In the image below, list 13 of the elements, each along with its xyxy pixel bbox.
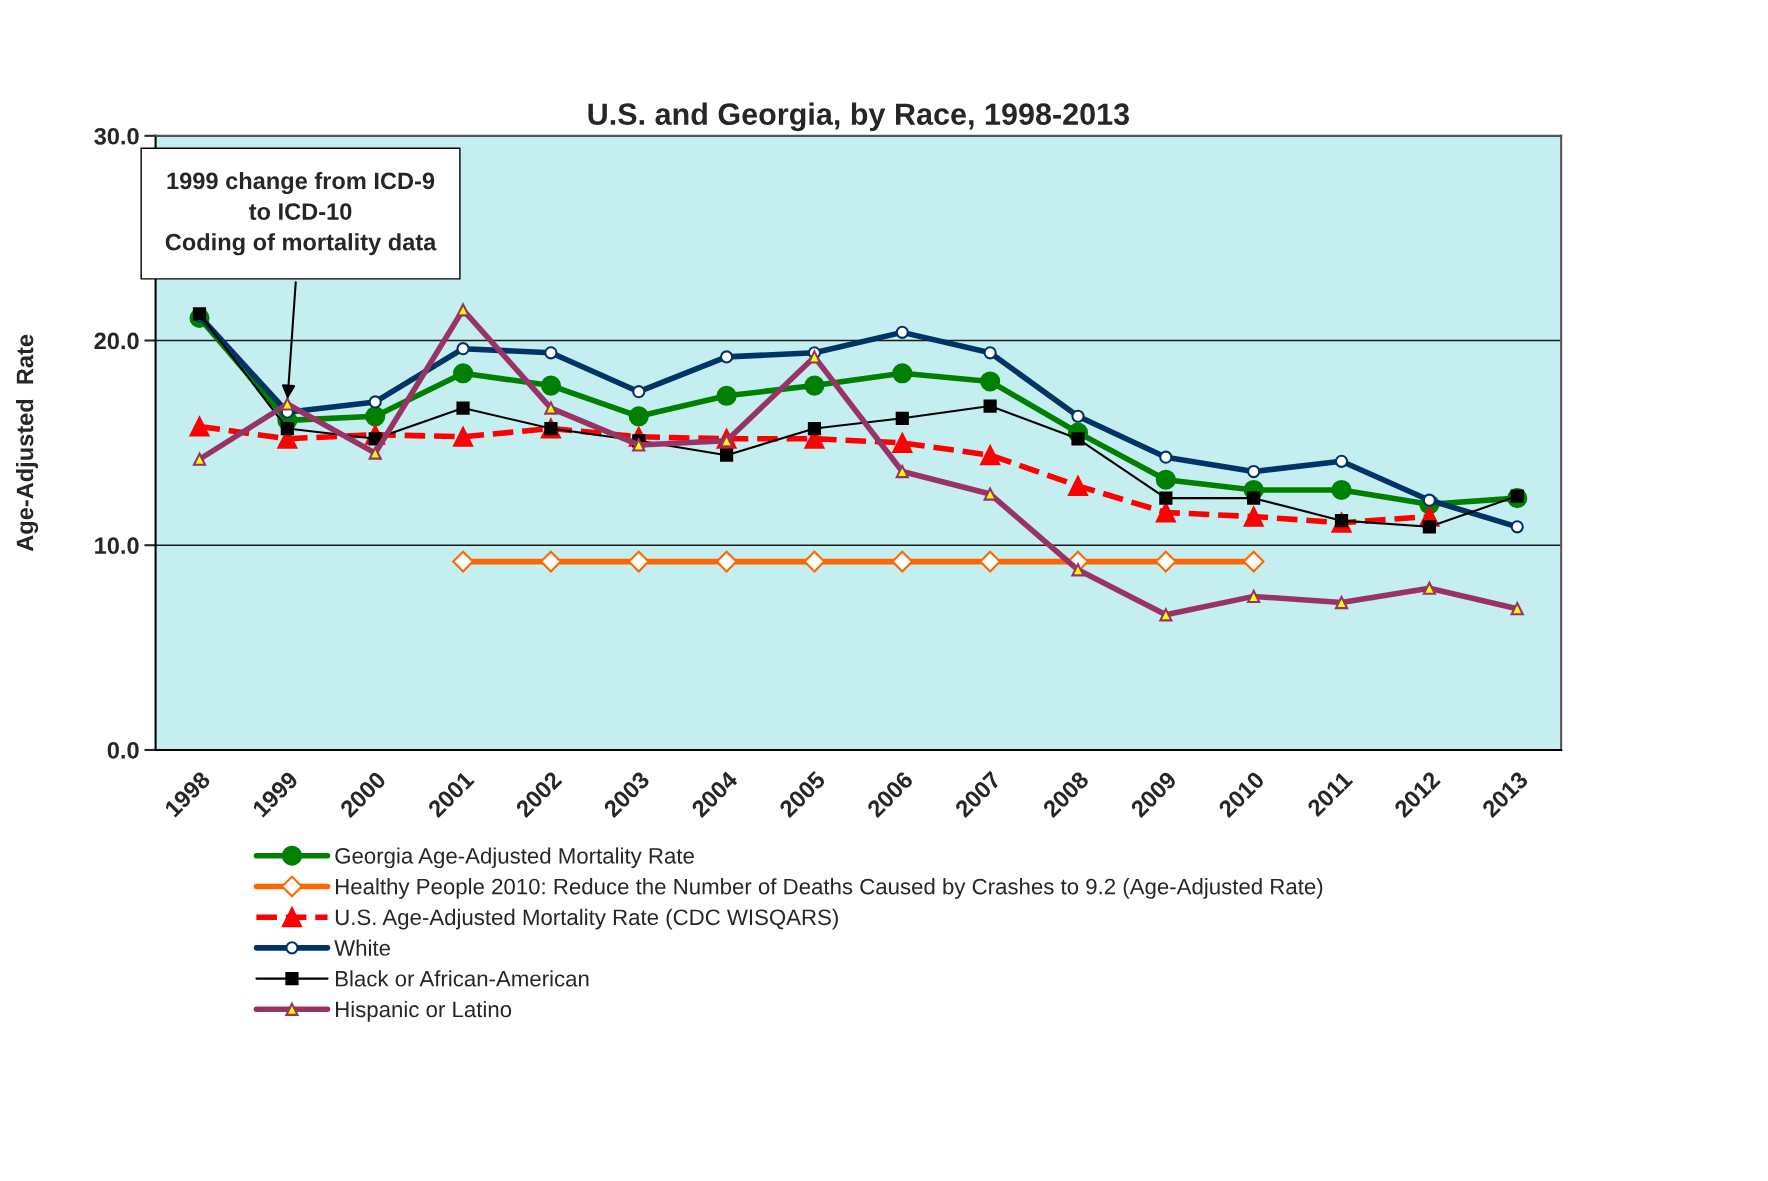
legend-label: Georgia Age-Adjusted Mortality Rate [335,847,694,869]
y-tick-label: 20.0 [94,332,139,350]
chart-title: U.S. and Georgia, by Race, 1998-2013 [588,102,1130,132]
y-tick-label: 10.0 [95,537,139,555]
legend-label: Black or African-American [336,970,589,987]
legend-label: U.S. Age-Adjusted Mortality Rate (CDC WISQARS) [335,908,838,930]
y-tick-label: 30.0 [94,127,139,145]
legend-label: Healthy People 2010: Reduce the Number of Deaths Caused by Crashes to 9.2 (Age-Adjusted Rate) [336,878,1323,899]
legend-label: Hispanic or Latino [336,1000,512,1022]
legend-label: White [334,939,390,956]
annotation: 1999 change from ICD-9 to ICD-10 Coding of mortality data [165,171,437,256]
y-tick-label: 0.0 [107,742,139,759]
y-axis-title: Age-Adjusted Rate [15,334,39,552]
